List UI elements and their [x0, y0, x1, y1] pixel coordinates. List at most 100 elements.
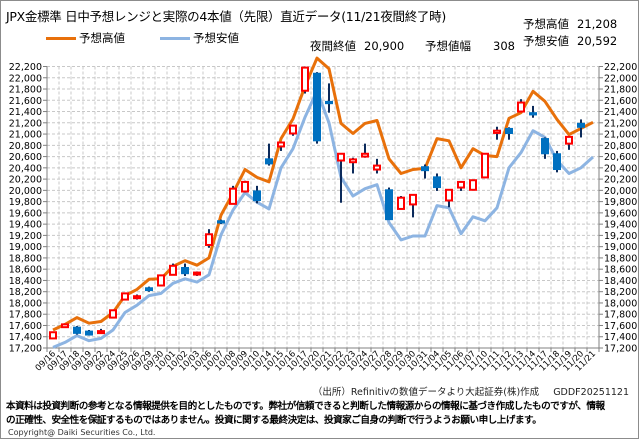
disclaimer-line: 本資料は投資判断の参考となる情報提供を目的としたものです。弊社が信頼できると判断… [6, 401, 605, 412]
source-note: （出所）Refinitivの数値データより大起証券(株)作成 GDDF202511… [313, 387, 629, 399]
legend-swatch-blue [160, 36, 190, 40]
y-tick-label-left: 19,400 [9, 220, 42, 231]
candle-up [565, 135, 573, 145]
candle-up [121, 292, 129, 301]
candle-up [397, 196, 405, 210]
y-tick-label-left: 21,200 [9, 118, 42, 129]
y-tick-label-right: 18,000 [604, 298, 637, 309]
legend-label: 予想高値 [79, 31, 125, 45]
y-tick-label-right: 19,800 [604, 197, 637, 208]
candle-down [325, 100, 333, 105]
y-tick-label-left: 22,000 [9, 73, 42, 84]
info-value: 21,208 [577, 17, 618, 31]
y-tick-label-left: 17,600 [9, 321, 42, 332]
y-tick-label-right: 21,600 [604, 96, 637, 107]
y-tick-label-left: 19,800 [9, 197, 42, 208]
y-tick-label-right: 20,200 [604, 175, 637, 186]
info-value: 20,900 [364, 39, 405, 53]
forecast-low-info: 予想安値 20,592 [523, 33, 617, 49]
info-value: 20,592 [577, 34, 618, 48]
y-tick-label-left: 21,400 [9, 107, 42, 118]
candle-up [469, 179, 477, 191]
candle-down [505, 127, 513, 134]
y-tick-label-right: 21,000 [604, 130, 637, 141]
forecast-high-line [52, 56, 594, 332]
candle-up [481, 152, 489, 179]
y-tick-label-left: 20,400 [9, 163, 42, 174]
y-tick-label-left: 20,800 [9, 141, 42, 152]
y-tick-label-right: 19,400 [604, 220, 637, 231]
y-tick-label-left: 19,600 [9, 208, 42, 219]
candle-down [577, 122, 585, 128]
y-tick-label-right: 18,400 [604, 276, 637, 287]
candle-up [361, 152, 369, 158]
legend-label: 予想安値 [193, 31, 239, 45]
y-tick-label-right: 21,800 [604, 85, 637, 96]
candle-down [541, 138, 549, 155]
disclaimer-line: の正確性、安全性を保証するものではありません。投資に関する最終決定は、投資家ご自… [6, 415, 542, 426]
candle-up [157, 274, 165, 287]
source-text: （出所）Refinitivの数値データより大起証券(株)作成 [312, 387, 540, 398]
candle-up [205, 233, 213, 246]
candle-down [265, 158, 273, 165]
y-tick-label-right: 17,200 [604, 344, 637, 355]
y-tick-label-right: 20,000 [604, 186, 637, 197]
y-tick-label-left: 18,000 [9, 298, 42, 309]
y-tick-label-right: 19,000 [604, 242, 637, 253]
candle-down [217, 220, 225, 224]
info-label: 予想安値 [523, 34, 569, 48]
y-tick-label-right: 20,800 [604, 141, 637, 152]
candle-up [133, 295, 141, 300]
candle-up [109, 309, 117, 319]
y-tick-label-left: 21,000 [9, 130, 42, 141]
y-tick-label-right: 18,600 [604, 265, 637, 276]
y-tick-label-left: 18,400 [9, 276, 42, 287]
candle-up [337, 152, 345, 162]
candle-up [493, 129, 501, 134]
document-code: GDDF20251121 [553, 387, 629, 398]
info-label: 予想高値 [523, 17, 569, 31]
y-tick-label-right: 18,200 [604, 287, 637, 298]
candle-up [517, 101, 525, 113]
y-tick-label-left: 20,000 [9, 186, 42, 197]
candle-up [61, 323, 69, 329]
candle-up [445, 188, 453, 202]
candle-down [553, 153, 561, 171]
legend-forecast-low: 予想安値 [160, 30, 239, 46]
candle-down [253, 190, 261, 201]
legend-swatch-orange [46, 36, 76, 40]
candle-up [277, 141, 285, 148]
legend-forecast-high: 予想高値 [46, 30, 125, 46]
y-tick-label-left: 19,200 [9, 231, 42, 242]
y-tick-label-left: 21,800 [9, 85, 42, 96]
y-tick-label-left: 18,600 [9, 265, 42, 276]
candle-up [193, 271, 201, 276]
candle-up [409, 193, 417, 206]
candle-up [373, 164, 381, 171]
info-label: 夜間終値 [310, 39, 356, 53]
night-close-info: 夜間終値 20,900 [310, 38, 404, 54]
candle-up [289, 124, 297, 135]
forecast-low-line [52, 89, 595, 349]
candle-down [73, 326, 81, 334]
forecast-range-info: 予想値幅 308 [425, 38, 515, 54]
y-tick-label-right: 17,400 [604, 332, 637, 343]
y-tick-label-right: 19,200 [604, 231, 637, 242]
y-tick-label-left: 17,800 [9, 310, 42, 321]
y-tick-label-left: 19,000 [9, 242, 42, 253]
y-tick-label-right: 22,200 [604, 62, 637, 73]
candle-up [169, 264, 177, 276]
candle-up [49, 331, 57, 340]
candle-down [421, 166, 429, 172]
candle-down [181, 266, 189, 275]
info-value: 308 [493, 39, 515, 53]
y-tick-label-right: 17,800 [604, 310, 637, 321]
candle-up [457, 180, 465, 189]
y-tick-label-left: 17,400 [9, 332, 42, 343]
candle-down [385, 189, 393, 221]
y-tick-label-left: 18,800 [9, 253, 42, 264]
copyright: Copyright@ Daiki Securities Co., Ltd. [8, 428, 156, 437]
candle-down [529, 112, 537, 116]
y-tick-label-right: 19,600 [604, 208, 637, 219]
